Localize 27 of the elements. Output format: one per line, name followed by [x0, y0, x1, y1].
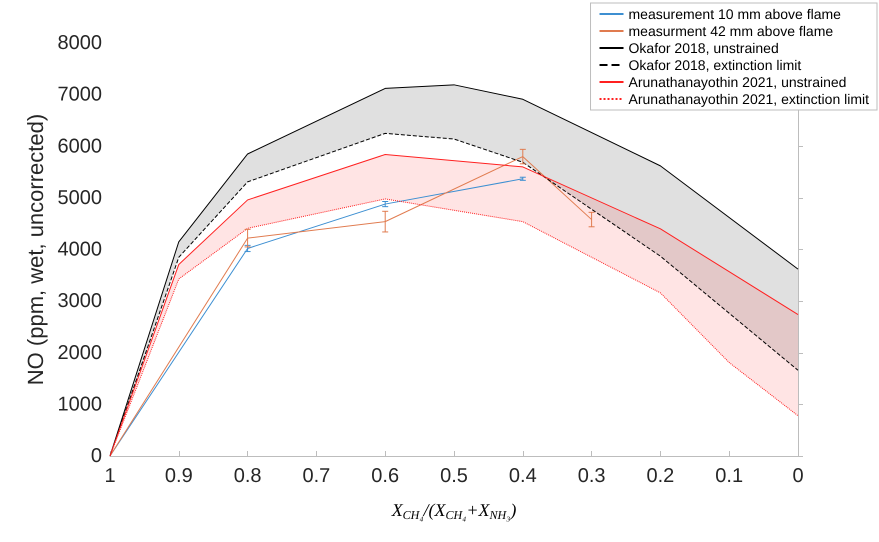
- x-tick-label: 0.7: [302, 465, 330, 487]
- x-tick-label: 0.6: [371, 465, 400, 487]
- y-tick-label: 1000: [58, 393, 102, 416]
- legend-label: measurement 10 mm above flame: [628, 6, 842, 22]
- x-tick-label: 0.1: [715, 465, 744, 487]
- x-tick-label: 0.9: [164, 465, 193, 487]
- y-tick-label: 0: [90, 445, 102, 467]
- y-tick-label: 4000: [58, 238, 102, 260]
- y-tick-label: 8000: [58, 32, 102, 54]
- y-tick-label: 6000: [58, 135, 102, 158]
- x-tick-label: 0.2: [646, 465, 674, 487]
- x-tick-label: 0.8: [234, 465, 262, 487]
- y-tick-label: 3000: [58, 290, 102, 312]
- x-tick-label: 0: [792, 465, 804, 487]
- legend-label: Okafor 2018, unstrained: [628, 40, 779, 56]
- x-tick-label: 0.5: [440, 465, 468, 487]
- legend-label: Arunathanayothin 2021, extinction limit: [628, 91, 870, 107]
- x-tick-label: 1: [104, 465, 116, 487]
- legend-label: measurment 42 mm above flame: [628, 23, 834, 39]
- y-axis-title: NO (ppm, wet, uncorrected): [23, 114, 48, 386]
- legend-label: Okafor 2018, extinction limit: [628, 57, 802, 73]
- y-tick-label: 2000: [58, 342, 102, 364]
- x-tick-label: 0.3: [578, 465, 606, 487]
- legend-label: Arunathanayothin 2021, unstrained: [628, 74, 846, 90]
- y-tick-label: 7000: [58, 84, 102, 106]
- y-tick-label: 5000: [58, 186, 102, 209]
- x-tick-label: 0.4: [508, 465, 537, 487]
